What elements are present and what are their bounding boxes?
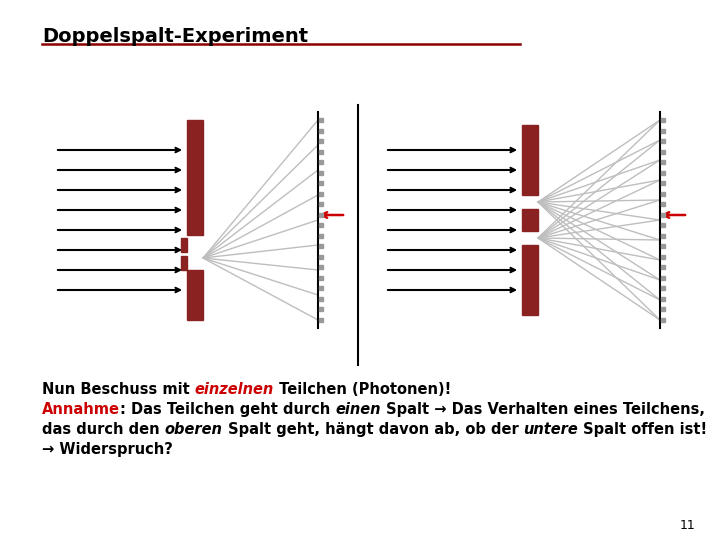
Text: oberen: oberen (165, 422, 222, 437)
Text: Annahme: Annahme (42, 402, 120, 417)
Bar (187, 205, 203, 235)
Bar (187, 120, 203, 205)
Text: → Widerspruch?: → Widerspruch? (42, 442, 173, 457)
Text: untere: untere (523, 422, 578, 437)
Text: Nun Beschuss mit: Nun Beschuss mit (42, 382, 195, 397)
Bar (522, 125, 538, 195)
Text: Spalt offen ist!: Spalt offen ist! (578, 422, 707, 437)
Bar (522, 209, 538, 231)
Bar (181, 256, 187, 270)
Text: Doppelspalt-Experiment: Doppelspalt-Experiment (42, 27, 308, 46)
Text: 11: 11 (679, 519, 695, 532)
Text: einen: einen (336, 402, 381, 417)
Text: Spalt geht, hängt davon ab, ob der: Spalt geht, hängt davon ab, ob der (222, 422, 523, 437)
Text: einzelnen: einzelnen (195, 382, 274, 397)
Text: : Das Teilchen geht durch: : Das Teilchen geht durch (120, 402, 336, 417)
Bar (522, 245, 538, 315)
Text: Teilchen (Photonen)!: Teilchen (Photonen)! (274, 382, 451, 397)
Bar (187, 270, 203, 320)
Bar (181, 238, 187, 252)
Text: das durch den: das durch den (42, 422, 165, 437)
Text: Spalt → Das Verhalten eines Teilchens,: Spalt → Das Verhalten eines Teilchens, (381, 402, 705, 417)
